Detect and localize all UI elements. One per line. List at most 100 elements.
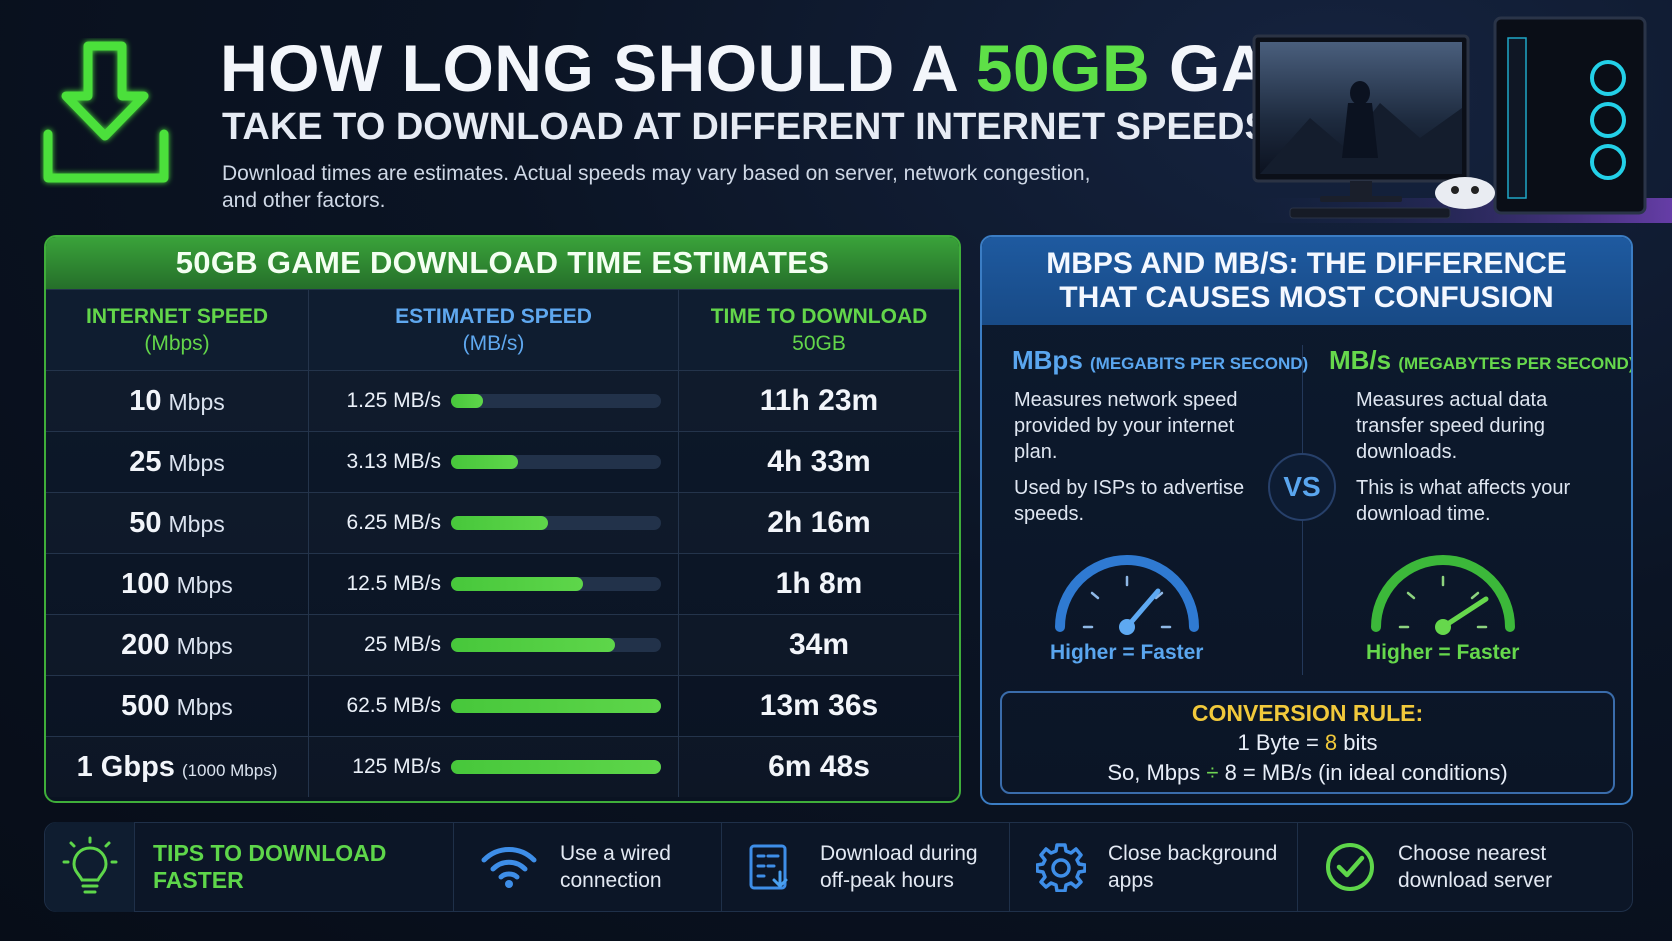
disclaimer-text: Download times are estimates. Actual spe… <box>222 162 1091 212</box>
download-time-cell: 4h 33m <box>679 432 959 492</box>
download-time-value: 2h 16m <box>767 506 871 539</box>
tip-nearest-server: Choose nearest download server <box>1297 822 1605 912</box>
mbps-full: (MEGABITS PER SECOND) <box>1090 354 1309 373</box>
difference-title-line1: MBPS AND MB/S: THE DIFFERENCE <box>1046 247 1567 280</box>
estimated-speed-cell: 1.25 MB/s <box>309 371 679 431</box>
mb-s-full: (MEGABYTES PER SECOND) <box>1398 354 1633 373</box>
left-gauge-label: Higher = Faster <box>1050 641 1204 664</box>
download-time-value: 4h 33m <box>767 445 871 478</box>
difference-title-line2: THAT CAUSES MOST CONFUSION <box>1059 281 1554 314</box>
tip-text-4: Choose nearest download server <box>1398 842 1553 892</box>
page-subtitle-heading: TAKE TO DOWNLOAD AT DIFFERENT INTERNET S… <box>222 106 1294 148</box>
download-time-cell: 2h 16m <box>679 493 959 553</box>
table-body: 10 Mbps 1.25 MB/s 11h 23m 25 Mbps 3.13 MB/s 4h … <box>46 370 959 797</box>
col2-header-line2: (MB/s) <box>462 332 525 355</box>
gear-icon <box>1036 843 1086 892</box>
unit-text: (1000 Mbps) <box>181 760 278 780</box>
download-time-cell: 34m <box>679 615 959 675</box>
speed-bar-track <box>451 394 661 408</box>
vs-badge: VS <box>1268 453 1336 521</box>
internet-speed-cell: 1 Gbps (1000 Mbps) <box>46 737 309 797</box>
table-row: 10 Mbps 1.25 MB/s 11h 23m <box>46 370 959 431</box>
title-part-1: HOW LONG SHOULD A <box>220 31 976 105</box>
estimated-speed-value: 6.25 MB/s <box>346 511 441 534</box>
download-time-value: 11h 23m <box>759 384 879 417</box>
speed-bar-fill <box>451 638 615 652</box>
col1-header-line1: INTERNET SPEED <box>85 305 269 328</box>
table-row: 500 Mbps 62.5 MB/s 13m 36s <box>46 675 959 736</box>
table-row: 200 Mbps 25 MB/s 34m <box>46 614 959 675</box>
estimated-speed-cell: 62.5 MB/s <box>309 676 679 736</box>
internet-speed-value: 200 <box>121 628 170 661</box>
download-time-cell: 11h 23m <box>679 371 959 431</box>
download-time-value: 34m <box>788 628 850 661</box>
speed-bar-track <box>451 638 661 652</box>
conv-line1-c: bits <box>1337 729 1378 755</box>
conv-line2-b: 8 = MB/s (in ideal conditions) <box>1218 759 1508 785</box>
lightbulb-icon-box <box>45 822 135 912</box>
title-highlight: 50GB <box>975 31 1151 105</box>
estimated-speed-cell: 125 MB/s <box>309 737 679 797</box>
blue-speedometer-icon <box>1055 555 1199 635</box>
table-header-row: INTERNET SPEED (Mbps) ESTIMATED SPEED (M… <box>46 289 959 370</box>
mbps-description: Measures network speed provided by your … <box>1014 389 1238 463</box>
conversion-line-2: So, Mbps ÷ 8 = MB/s (in ideal conditions… <box>1107 758 1507 788</box>
unit-text: Mbps <box>168 510 225 537</box>
mbps-usage: Used by ISPs to advertise speeds. <box>1014 477 1245 525</box>
mbps-heading: MBps (MEGABITS PER SECOND) <box>1012 345 1308 376</box>
internet-speed-cell: 500 Mbps <box>46 676 309 736</box>
green-speedometer-icon <box>1371 555 1515 635</box>
estimated-speed-cell: 25 MB/s <box>309 615 679 675</box>
internet-speed-value: 500 <box>121 689 170 722</box>
estimated-speed-cell: 12.5 MB/s <box>309 554 679 614</box>
mbps-abbr: MBps <box>1012 345 1083 375</box>
unit-text: Mbps <box>168 388 225 415</box>
page-title: HOW LONG SHOULD A 50GB GAME <box>220 30 1369 106</box>
speed-bar-fill <box>451 699 661 713</box>
tip-text-1: Use a wired connection <box>560 842 671 892</box>
unit-text: Mbps <box>176 693 233 720</box>
internet-speed-cell: 50 Mbps <box>46 493 309 553</box>
table-row: 1 Gbps (1000 Mbps) 125 MB/s 6m 48s <box>46 736 959 797</box>
internet-speed-cell: 25 Mbps <box>46 432 309 492</box>
speed-bar-fill <box>451 760 661 774</box>
estimated-speed-value: 3.13 MB/s <box>346 450 441 473</box>
mb-s-heading: MB/s (MEGABYTES PER SECOND) <box>1329 345 1633 376</box>
estimated-speed-cell: 6.25 MB/s <box>309 493 679 553</box>
conv-line1-b: 8 <box>1324 729 1338 755</box>
internet-speed-unit: Mbps <box>177 690 233 723</box>
col3-header-line2: 50GB <box>792 332 846 355</box>
speed-bar-fill <box>451 516 548 530</box>
column-header-internet-speed: INTERNET SPEED (Mbps) <box>46 290 309 370</box>
estimated-speed-value: 25 MB/s <box>363 633 441 656</box>
right-gauge-label: Higher = Faster <box>1366 641 1520 664</box>
tip-text-2: Download during off-peak hours <box>820 842 978 892</box>
download-time-table-panel: 50GB GAME DOWNLOAD TIME ESTIMATES INTERN… <box>44 235 961 803</box>
table-row: 100 Mbps 12.5 MB/s 1h 8m <box>46 553 959 614</box>
conversion-rule-box: CONVERSION RULE: 1 Byte = 8 bits So, Mbp… <box>1000 691 1615 794</box>
download-icon <box>43 41 169 183</box>
download-time-cell: 6m 48s <box>679 737 959 797</box>
internet-speed-cell: 100 Mbps <box>46 554 309 614</box>
internet-speed-value: 1 Gbps <box>76 750 175 783</box>
internet-speed-cell: 10 Mbps <box>46 371 309 431</box>
estimated-speed-value: 1.25 MB/s <box>346 389 441 412</box>
internet-speed-unit: Mbps <box>177 568 233 601</box>
internet-speed-value: 25 <box>129 445 162 478</box>
table-row: 25 Mbps 3.13 MB/s 4h 33m <box>46 431 959 492</box>
tip-close-apps: Close background apps <box>1009 822 1297 912</box>
conversion-rule-title: CONVERSION RULE: <box>1191 699 1424 726</box>
mbps-vs-mbs-panel: MBPS AND MB/S: THE DIFFERENCE THAT CAUSE… <box>980 235 1633 805</box>
internet-speed-value: 50 <box>129 506 162 539</box>
internet-speed-unit: Mbps <box>169 446 225 479</box>
tips-label: TIPS TO DOWNLOAD FASTER <box>153 840 387 893</box>
column-header-estimated-speed: ESTIMATED SPEED (MB/s) <box>309 290 679 370</box>
internet-speed-unit: (1000 Mbps) <box>182 751 277 784</box>
mb-s-abbr: MB/s <box>1329 345 1392 375</box>
unit-text: Mbps <box>176 571 233 598</box>
estimated-speed-value: 125 MB/s <box>352 755 441 778</box>
speed-bar-track <box>451 516 661 530</box>
wifi-icon <box>481 847 537 888</box>
difference-title: MBPS AND MB/S: THE DIFFERENCE THAT CAUSE… <box>982 237 1631 325</box>
mb-s-usage: This is what affects your download time. <box>1356 477 1571 525</box>
